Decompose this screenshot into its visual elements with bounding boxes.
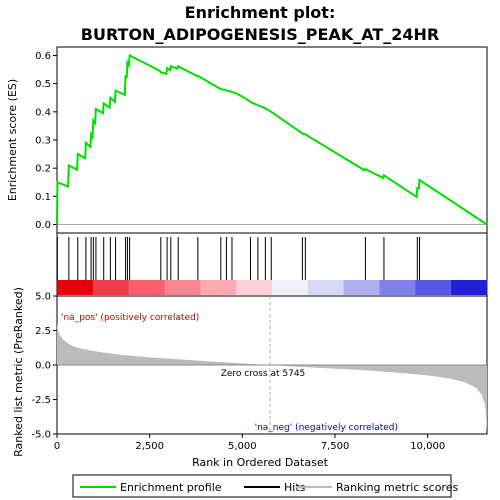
negative-correlation-label: 'na_neg' (negatively correlated) — [255, 423, 398, 433]
rank-tick-label: 2.5 — [35, 326, 51, 337]
es-axis-ticks: 0.0 0.1 0.2 0.3 0.4 0.5 0.6 — [35, 51, 57, 231]
zero-cross-label: Zero cross at 5745 — [221, 369, 306, 379]
rank-axis-ticks: 5.0 2.5 0.0 -2.5 -5.0 — [31, 292, 57, 441]
heat-bar-segment — [128, 280, 165, 295]
heat-bar-segment — [272, 280, 309, 295]
es-tick-label: 0.5 — [35, 79, 51, 90]
rank-tick-label: 0.0 — [35, 361, 51, 372]
x-tick-label: 0 — [54, 441, 60, 452]
es-tick-label: 0.4 — [35, 107, 51, 118]
x-tick-label: 2,500 — [135, 441, 164, 452]
x-tick-label: 7,500 — [321, 441, 350, 452]
chart-title-line1: Enrichment plot: — [185, 3, 336, 22]
legend-label-profile: Enrichment profile — [120, 481, 222, 494]
rank-tick-label: -5.0 — [31, 430, 51, 441]
enrichment-profile-layer — [56, 53, 488, 226]
legend-label-metric: Ranking metric scores — [336, 481, 458, 494]
ranking-heat-bar — [57, 280, 488, 295]
rank-axis-label: Ranked list metric (PreRanked) — [12, 287, 25, 457]
es-axis-label: Enrichment score (ES) — [6, 79, 19, 201]
heat-bar-segment — [415, 280, 452, 295]
heat-bar-segment — [236, 280, 273, 295]
rank-tick-label: -2.5 — [31, 395, 51, 406]
heat-bar-segment — [200, 280, 237, 295]
heat-bar-segment — [307, 280, 345, 295]
heat-bar-segment — [92, 280, 130, 295]
rank-tick-label: 5.0 — [35, 292, 51, 303]
es-tick-label: 0.6 — [35, 51, 51, 62]
positive-correlation-label: 'na_pos' (positively correlated) — [61, 313, 199, 323]
es-tick-label: 0.3 — [35, 136, 51, 147]
x-axis-label: Rank in Ordered Dataset — [192, 456, 329, 469]
heat-bar-segment — [379, 280, 416, 295]
x-tick-label: 10,000 — [410, 441, 445, 452]
heat-bar-segment — [164, 280, 201, 295]
ranked-metric-layer — [57, 296, 487, 434]
legend-label-hits: Hits — [284, 481, 306, 494]
es-plot-frame — [56, 46, 488, 234]
heat-bar-segment — [57, 280, 94, 295]
enrichment-profile-line — [56, 53, 488, 226]
x-tick-label: 5,000 — [228, 441, 257, 452]
es-tick-label: 0.0 — [35, 220, 51, 231]
heat-bar-segment — [343, 280, 380, 295]
es-tick-label: 0.1 — [35, 192, 51, 203]
es-tick-label: 0.2 — [35, 164, 51, 175]
chart-title-line2: BURTON_ADIPOGENESIS_PEAK_AT_24HR — [81, 25, 440, 44]
x-axis-ticks: 0 2,500 5,000 7,500 10,000 — [54, 434, 445, 452]
heat-bar-segment — [451, 280, 488, 295]
hit-marks-layer — [56, 237, 421, 283]
